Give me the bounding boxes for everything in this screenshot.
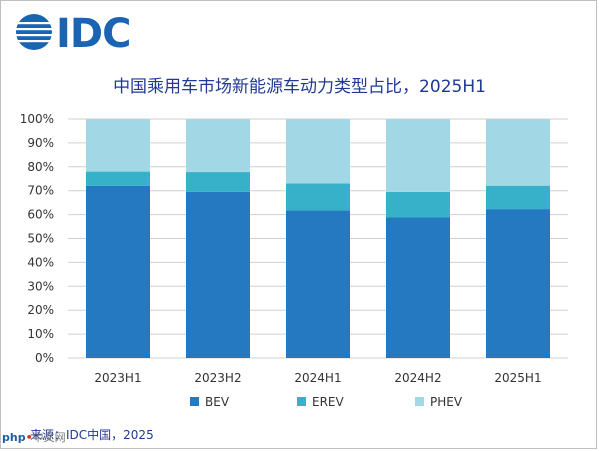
y-tick-label: 100%: [20, 112, 54, 126]
legend-label: PHEV: [430, 395, 463, 409]
bars: [86, 119, 550, 358]
bar-bev: [486, 209, 550, 358]
y-tick-label: 50%: [27, 232, 54, 246]
x-tick-label: 2023H2: [194, 371, 241, 385]
y-tick-label: 10%: [27, 327, 54, 341]
idc-logo: IDC: [14, 11, 139, 57]
y-tick-label: 80%: [27, 160, 54, 174]
chart-title: 中国乘用车市场新能源车动力类型占比，2025H1: [113, 77, 486, 97]
x-tick-label: 2024H1: [294, 371, 341, 385]
y-tick-label: 60%: [27, 208, 54, 222]
bar-phev: [186, 119, 250, 173]
bar-phev: [286, 119, 350, 184]
bar-bev: [286, 210, 350, 358]
y-tick-label: 20%: [27, 303, 54, 317]
legend-swatch-phev: [415, 397, 424, 406]
bar-erev: [286, 183, 350, 211]
y-tick-label: 0%: [35, 351, 54, 365]
watermark-dot-icon: •: [25, 431, 33, 444]
y-tick-label: 30%: [27, 279, 54, 293]
y-axis: 0% 10% 20% 30% 40% 50% 60% 70% 80% 90% 100%: [20, 112, 54, 365]
logo-text: IDC: [56, 12, 130, 52]
x-tick-label: 2025H1: [494, 371, 541, 385]
bar-phev: [386, 119, 450, 192]
bar-erev: [186, 172, 250, 192]
watermark: php•中文网: [2, 429, 66, 445]
bar-phev: [486, 119, 550, 186]
watermark-brand: 中文网: [32, 431, 66, 444]
watermark-prefix: php: [2, 431, 26, 444]
x-axis: 2023H1 2023H2 2024H1 2024H2 2025H1: [94, 371, 541, 385]
x-tick-label: 2024H2: [394, 371, 441, 385]
y-tick-label: 90%: [27, 136, 54, 150]
bar-bev: [386, 217, 450, 358]
bar-erev: [386, 191, 450, 218]
y-tick-label: 70%: [27, 184, 54, 198]
bar-bev: [86, 185, 150, 358]
bar-bev: [186, 191, 250, 358]
legend-label: EREV: [312, 395, 345, 409]
legend-swatch-erev: [297, 397, 306, 406]
bar-erev: [86, 171, 150, 186]
legend-swatch-bev: [190, 397, 199, 406]
source-note: 来源：IDC中国，2025: [30, 428, 154, 442]
x-tick-label: 2023H1: [94, 371, 141, 385]
bar-erev: [486, 185, 550, 210]
legend: BEV EREV PHEV: [190, 395, 463, 409]
bar-phev: [86, 119, 150, 172]
globe-stripes: [16, 22, 52, 43]
legend-label: BEV: [205, 395, 230, 409]
y-tick-label: 40%: [27, 255, 54, 269]
